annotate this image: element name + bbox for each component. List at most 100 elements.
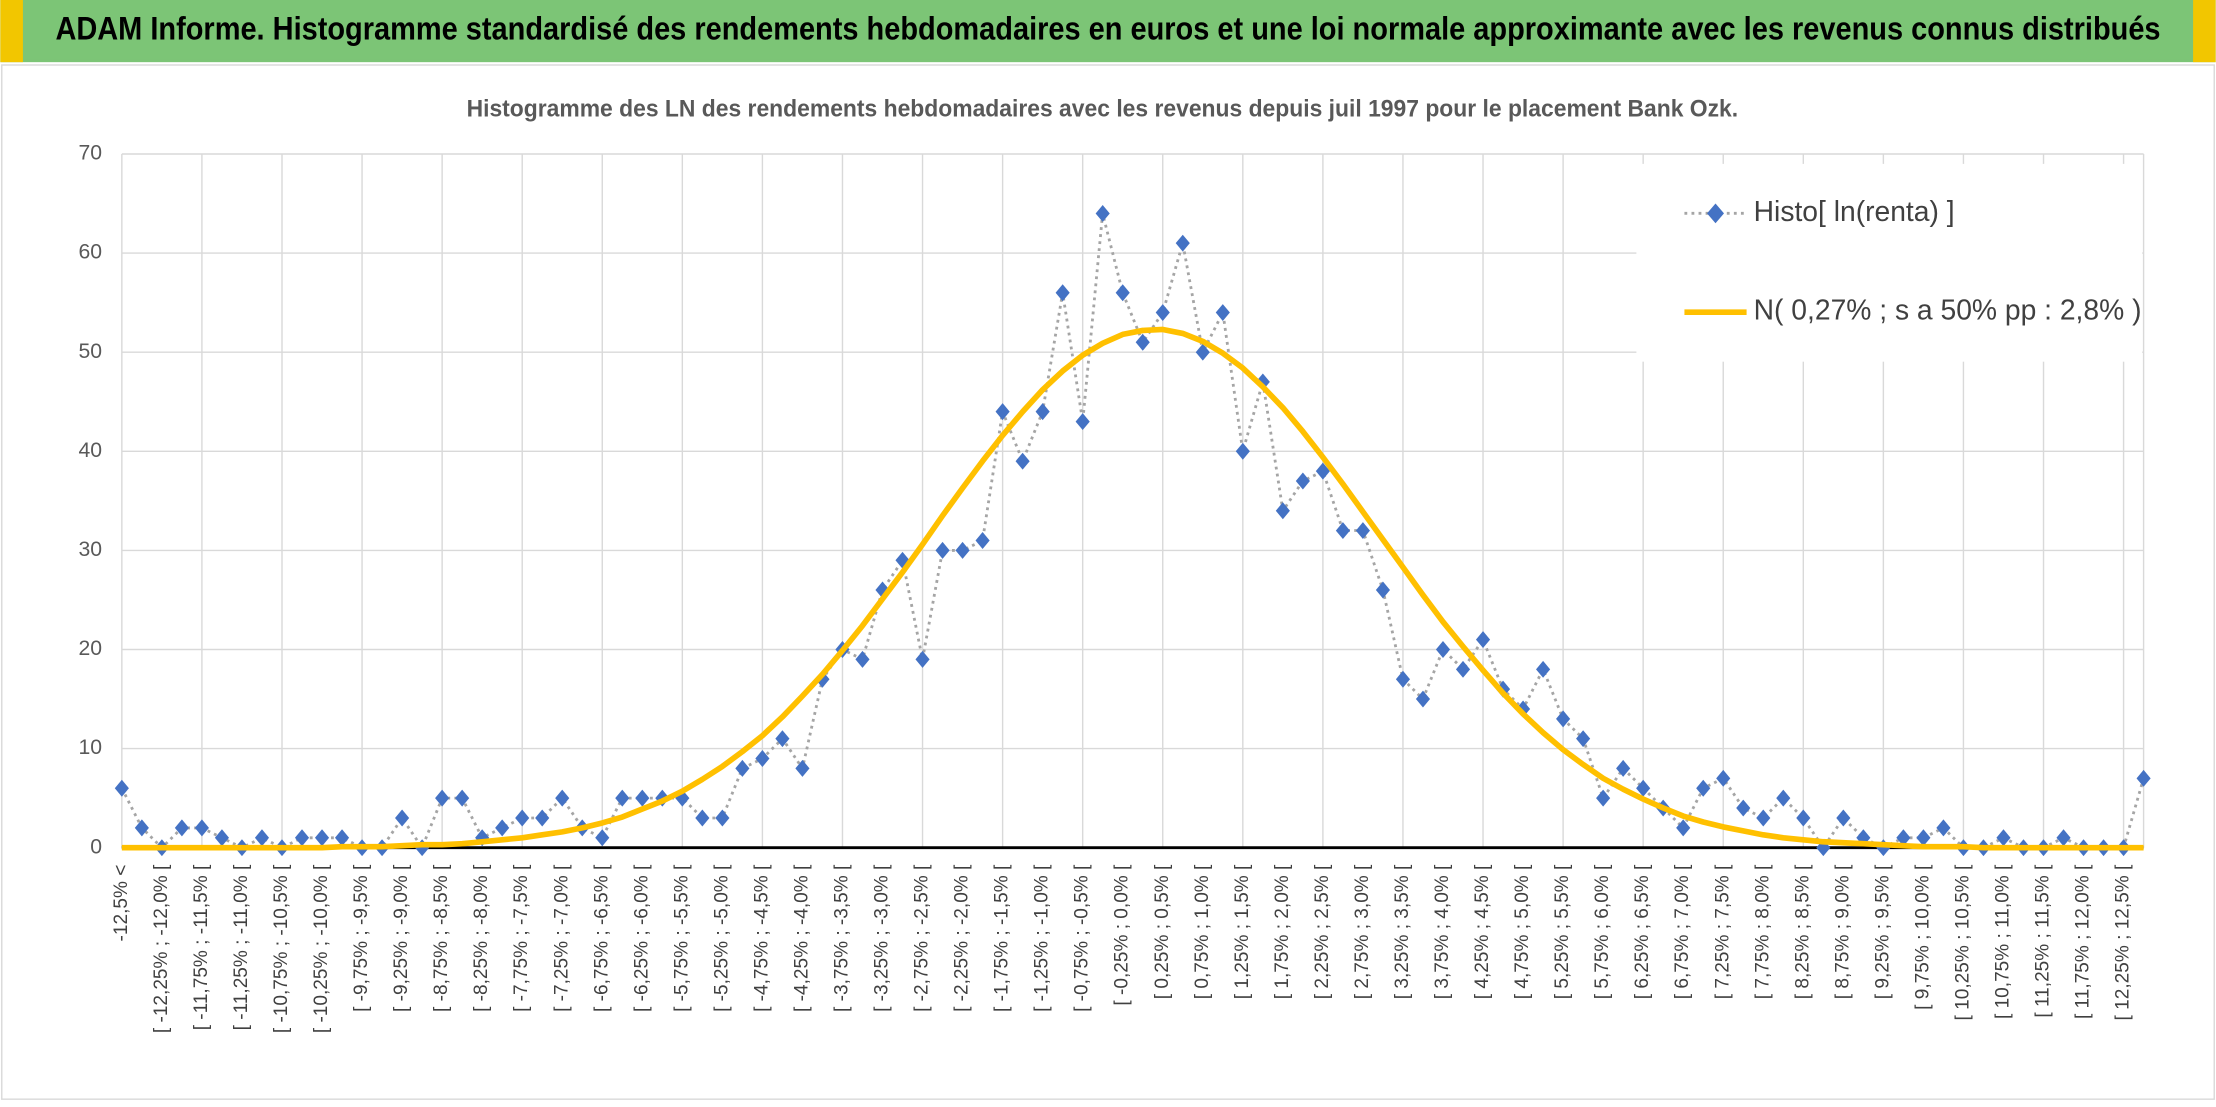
data-point bbox=[1676, 819, 1691, 837]
data-point bbox=[995, 403, 1010, 421]
legend-box bbox=[1636, 163, 2143, 362]
x-tick-label: [ 4,75% ; 5,0% [ bbox=[1512, 864, 1533, 999]
x-tick-label: [ 0,75% ; 1,0% [ bbox=[1192, 864, 1213, 999]
data-point bbox=[1475, 631, 1491, 649]
x-tick-label: [ -6,75% ; -6,5% [ bbox=[591, 864, 612, 1012]
data-point bbox=[1756, 809, 1771, 827]
data-point bbox=[1035, 403, 1050, 421]
x-tick-label: [ -11,25% ; -11,0% [ bbox=[231, 864, 252, 1030]
data-point bbox=[1275, 502, 1290, 520]
data-point bbox=[2136, 769, 2151, 787]
y-tick-label: 10 bbox=[78, 736, 102, 759]
x-tick-label: [ 3,75% ; 4,0% [ bbox=[1432, 864, 1453, 999]
data-point bbox=[735, 759, 750, 777]
x-tick-label: [ 1,25% ; 1,5% [ bbox=[1232, 864, 1253, 999]
x-tick-label: [ 6,25% ; 6,5% [ bbox=[1632, 864, 1653, 999]
legend-label: Histo[ ln(renta) ] bbox=[1754, 195, 1955, 227]
x-tick-label: [ 5,25% ; 5,5% [ bbox=[1552, 864, 1573, 999]
data-point bbox=[334, 829, 350, 847]
x-tick-label: [ 7,75% ; 8,0% [ bbox=[1752, 864, 1773, 999]
data-point bbox=[535, 809, 550, 827]
x-tick-label: [ 6,75% ; 7,0% [ bbox=[1672, 864, 1693, 999]
data-point bbox=[1415, 690, 1431, 708]
header-fill bbox=[22, 0, 2194, 60]
data-point bbox=[975, 532, 990, 549]
y-tick-label: 20 bbox=[78, 637, 102, 660]
x-tick-label: [ -5,75% ; -5,5% [ bbox=[671, 864, 692, 1012]
x-tick-label: [ 7,25% ; 7,5% [ bbox=[1712, 864, 1733, 999]
y-tick-label: 50 bbox=[78, 340, 102, 363]
data-point bbox=[1195, 343, 1210, 361]
x-tick-label: [ -3,75% ; -3,5% [ bbox=[832, 864, 853, 1012]
x-tick-label: [ -3,25% ; -3,0% [ bbox=[872, 864, 893, 1012]
x-tick-label: [ 2,75% ; 3,0% [ bbox=[1352, 864, 1373, 999]
data-point bbox=[755, 750, 770, 767]
data-point bbox=[1696, 779, 1711, 797]
data-point bbox=[1596, 789, 1611, 807]
chart-border bbox=[1, 64, 2215, 1100]
y-tick-label: 30 bbox=[78, 538, 102, 561]
plot bbox=[114, 204, 2151, 857]
x-tick-label: [ 11,25% ; 11,5% [ bbox=[2033, 864, 2054, 1018]
x-tick-label: [ -6,25% ; -6,0% [ bbox=[631, 864, 652, 1012]
grid: 0 10 20 30 40 50 60 70 -12,5% < [ -12,25% ; -12,0… bbox=[78, 142, 2145, 1033]
x-tick-label: [ -9,75% ; -9,5% [ bbox=[351, 864, 372, 1012]
data-point bbox=[1716, 769, 1731, 787]
x-tick-label: [ 2,25% ; 2,5% [ bbox=[1312, 864, 1333, 999]
data-point bbox=[615, 789, 630, 807]
data-point bbox=[1075, 413, 1090, 431]
header-corner bbox=[2193, 0, 2216, 63]
x-tick-label: [ -2,25% ; -2,0% [ bbox=[952, 864, 973, 1012]
y-tick-label: 0 bbox=[90, 835, 102, 858]
data-point bbox=[1295, 472, 1310, 490]
x-tick-label: [ -9,25% ; -9,0% [ bbox=[391, 864, 412, 1012]
x-tick-label: [ -1,25% ; -1,0% [ bbox=[1032, 864, 1053, 1012]
legend-label: N( 0,27% ; s a 50% pp : 2,8% ) bbox=[1754, 294, 2142, 326]
x-tick-label: [ 8,25% ; 8,5% [ bbox=[1792, 864, 1813, 999]
y-tick-label: 40 bbox=[78, 439, 102, 462]
data-point bbox=[775, 730, 790, 748]
data-point bbox=[795, 759, 810, 777]
x-tick-label: [ -8,25% ; -8,0% [ bbox=[471, 864, 492, 1012]
x-tick-label: [ 11,75% ; 12,0% [ bbox=[2073, 864, 2094, 1019]
data-point bbox=[1996, 829, 2011, 847]
data-point bbox=[695, 809, 710, 827]
x-tick-label: [ 8,75% ; 9,0% [ bbox=[1832, 864, 1853, 999]
x-tick-label: [ -1,75% ; -1,5% [ bbox=[992, 864, 1013, 1012]
y-tick-label: 70 bbox=[78, 142, 102, 165]
x-tick-label: [ 5,75% ; 6,0% [ bbox=[1592, 864, 1613, 999]
data-point bbox=[1616, 759, 1631, 777]
x-tick-label: [ -12,25% ; -12,0% [ bbox=[151, 864, 172, 1033]
x-tick-label: [ 4,25% ; 4,5% [ bbox=[1472, 864, 1493, 999]
x-tick-label: [ -0,25% ; 0,0% [ bbox=[1112, 864, 1133, 1006]
legend-marker bbox=[1707, 203, 1724, 224]
data-point bbox=[1556, 710, 1571, 728]
data-point bbox=[1896, 829, 1911, 847]
x-tick-label: [ -4,25% ; -4,0% [ bbox=[791, 864, 812, 1012]
x-tick-label: [ -7,75% ; -7,5% [ bbox=[511, 864, 532, 1012]
data-point bbox=[174, 819, 189, 837]
data-point bbox=[1395, 670, 1411, 688]
data-point bbox=[1015, 452, 1030, 470]
data-point bbox=[1455, 660, 1471, 678]
x-tick-label: [ 1,75% ; 2,0% [ bbox=[1272, 864, 1293, 999]
legend: Histo[ ln(renta) ] N( 0,27% ; s a 50% pp … bbox=[1636, 163, 2143, 362]
header-corner bbox=[0, 0, 23, 63]
data-point bbox=[1836, 809, 1851, 827]
x-tick-label: [ -11,75% ; -11,5% [ bbox=[191, 864, 212, 1030]
data-point bbox=[935, 541, 950, 559]
data-point bbox=[1636, 779, 1651, 797]
data-point bbox=[915, 650, 930, 668]
data-point bbox=[1736, 799, 1751, 817]
x-tick-label: [ -8,75% ; -8,5% [ bbox=[431, 864, 452, 1012]
data-point bbox=[555, 789, 570, 807]
data-point bbox=[455, 789, 470, 807]
data-point bbox=[1576, 730, 1591, 748]
x-tick-label: [ 0,25% ; 0,5% [ bbox=[1152, 864, 1173, 999]
x-tick-label: [ 3,25% ; 3,5% [ bbox=[1392, 864, 1413, 999]
data-point bbox=[1375, 581, 1391, 599]
data-point bbox=[1215, 304, 1230, 322]
x-tick-label: [ 10,75% ; 11,0% [ bbox=[1993, 864, 2014, 1019]
x-tick-label: [ 10,25% ; 10,5% [ bbox=[1952, 864, 1973, 1020]
